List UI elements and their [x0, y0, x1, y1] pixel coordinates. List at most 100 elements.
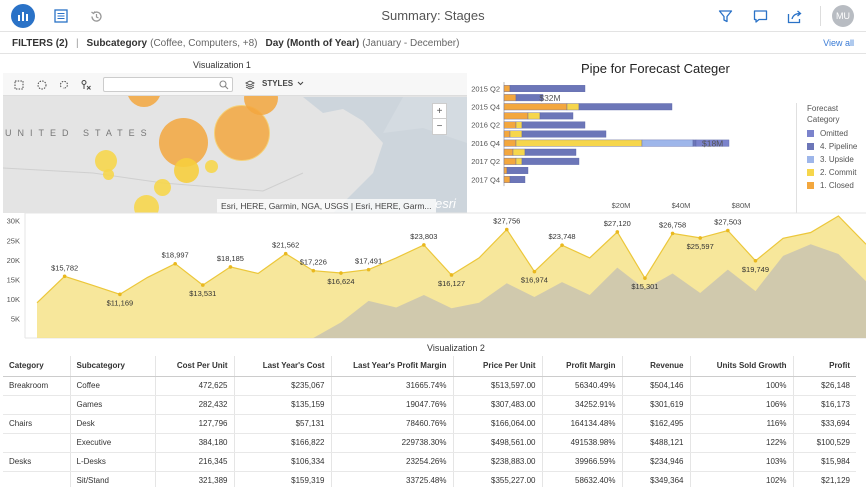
rectangle-select-icon[interactable]: [14, 80, 24, 90]
column-header[interactable]: Revenue: [622, 356, 691, 377]
profit-point[interactable]: [366, 267, 371, 272]
profit-point[interactable]: [201, 283, 205, 287]
profit-data-label: $15,782: [51, 263, 78, 272]
table-row[interactable]: Breakroom Coffee 472,625 $235,067 31665.74% $…: [3, 376, 856, 396]
area-y-tick-label: 20K: [7, 256, 20, 265]
styles-dropdown[interactable]: STYLES: [262, 79, 304, 88]
filter-subcategory-value: (Coffee, Computers, +8): [150, 37, 258, 49]
profit-point[interactable]: [339, 271, 343, 275]
share-icon: [787, 10, 802, 23]
map-bubble[interactable]: [103, 169, 114, 180]
column-header[interactable]: Cost Per Unit: [155, 356, 235, 377]
map-visualization[interactable]: UNITED STATES: [3, 73, 467, 213]
map-bubble[interactable]: [154, 179, 171, 196]
table-cell: $498,561.00: [453, 433, 543, 453]
table-cell: 127,796: [155, 414, 235, 434]
profit-point[interactable]: [228, 265, 233, 269]
column-header[interactable]: Units Sold Growth: [690, 356, 794, 377]
table-cell: 102%: [690, 471, 794, 487]
profit-point[interactable]: [311, 268, 316, 273]
profit-point[interactable]: [753, 258, 758, 263]
lasso-select-icon[interactable]: [59, 80, 69, 90]
pipe-chart-title: Pipe for Forecast Categer: [581, 61, 730, 76]
map-search-input[interactable]: [103, 77, 233, 92]
table-row[interactable]: Desks L-Desks 216,345 $106,334 23254.26% $238…: [3, 452, 856, 472]
map-bubble[interactable]: [95, 150, 117, 172]
table-cell: 78460.76%: [331, 414, 454, 434]
table-cell: Desk: [70, 414, 156, 434]
profit-point[interactable]: [643, 276, 647, 280]
profit-point[interactable]: [698, 236, 702, 240]
filters-label[interactable]: FILTERS (2): [12, 37, 68, 49]
table-cell: $488,121: [622, 433, 691, 453]
profit-point[interactable]: [118, 292, 122, 297]
contents-button[interactable]: [53, 4, 69, 28]
list-icon: [54, 9, 68, 23]
table-row[interactable]: Sit/Stand 321,389 $159,319 33725.48% $355,22…: [3, 471, 856, 487]
legend-swatch: [807, 130, 814, 137]
zoom-out-button[interactable]: −: [436, 121, 443, 132]
table-cell: Desks: [3, 452, 71, 472]
column-header[interactable]: Last Year's Profit Margin: [331, 356, 454, 377]
table-row[interactable]: Chairs Desk 127,796 $57,131 78460.76% $166,06…: [3, 414, 856, 434]
column-header[interactable]: Price Per Unit: [453, 356, 543, 377]
legend-item-omitted[interactable]: Omitted: [807, 129, 866, 138]
user-avatar[interactable]: MU: [832, 5, 854, 27]
profit-point[interactable]: [532, 269, 537, 274]
legend-title: Forecast Category: [807, 104, 840, 124]
legend-label: Omitted: [820, 129, 849, 138]
legend-item-upside[interactable]: 3. Upside: [807, 155, 866, 164]
table-cell: $235,067: [234, 376, 332, 396]
history-button[interactable]: [87, 4, 105, 28]
filter-day-name[interactable]: Day (Month of Year): [265, 37, 360, 49]
table-row[interactable]: Games 282,432 $135,159 19047.76% $307,483.00…: [3, 395, 856, 415]
layers-icon[interactable]: [245, 80, 255, 90]
profit-point[interactable]: [670, 231, 675, 236]
column-header[interactable]: Subcategory: [70, 356, 156, 377]
map-toolbar: STYLES: [3, 73, 467, 96]
column-header[interactable]: Category: [3, 356, 71, 377]
table-cell: $307,483.00: [453, 395, 543, 415]
profit-point[interactable]: [62, 274, 67, 279]
profit-point[interactable]: [449, 273, 454, 277]
map-bubble[interactable]: [174, 158, 199, 183]
legend-item-commit[interactable]: 2. Commit: [807, 168, 866, 177]
table-cell: [3, 433, 71, 453]
map-bubble[interactable]: [214, 105, 270, 161]
legend-label: 1. Closed: [820, 181, 854, 190]
comparison-area[interactable]: [37, 244, 866, 338]
clear-selection-icon[interactable]: [80, 79, 92, 91]
column-header[interactable]: Last Year's Cost: [234, 356, 332, 377]
table-cell: $26,148: [793, 376, 856, 396]
profit-point[interactable]: [422, 243, 426, 247]
comment-icon: [753, 9, 767, 23]
profit-data-label: $27,503: [714, 217, 741, 226]
legend-item-closed[interactable]: 1. Closed: [807, 181, 866, 190]
profit-point[interactable]: [283, 251, 288, 256]
view-all-link[interactable]: View all: [823, 38, 854, 48]
profit-point[interactable]: [560, 243, 564, 247]
profit-point[interactable]: [615, 230, 620, 234]
circle-select-icon[interactable]: [37, 80, 47, 90]
area-y-tick-label: 5K: [11, 314, 20, 323]
filter-subcategory-name[interactable]: Subcategory: [86, 37, 148, 49]
table-row[interactable]: Executive 384,180 $166,822 229738.30% $498,5…: [3, 433, 856, 453]
table-cell: 23254.26%: [331, 452, 454, 472]
legend-item-pipeline[interactable]: 4. Pipeline: [807, 142, 866, 151]
table-cell: Games: [70, 395, 156, 415]
filter-button[interactable]: [716, 4, 734, 28]
comments-button[interactable]: [751, 4, 769, 28]
profit-point[interactable]: [726, 228, 730, 233]
table-cell: $21,129: [793, 471, 856, 487]
map-bubble[interactable]: [205, 160, 218, 173]
profit-point[interactable]: [504, 227, 509, 232]
share-button[interactable]: [786, 4, 804, 28]
bar-chart-icon: [18, 12, 28, 21]
column-header[interactable]: Profit Margin: [542, 356, 623, 377]
profit-data-label: $19,749: [742, 265, 769, 274]
map-bubble[interactable]: [134, 195, 159, 213]
profit-point[interactable]: [173, 261, 177, 266]
column-header[interactable]: Profit: [793, 356, 856, 377]
zoom-in-button[interactable]: +: [433, 104, 446, 119]
dashboard-button[interactable]: [11, 4, 35, 28]
